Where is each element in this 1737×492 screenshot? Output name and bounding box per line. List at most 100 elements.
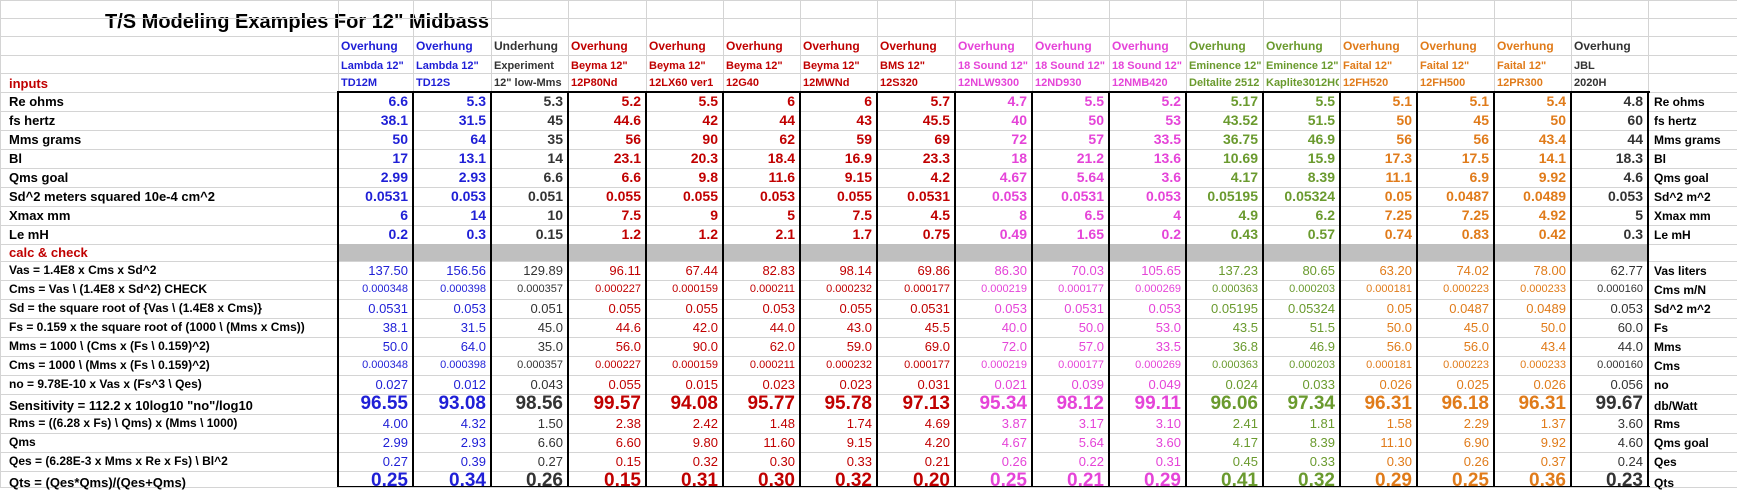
input-cell: 9.8 (698, 169, 718, 185)
input-cell: 5.3 (466, 93, 486, 109)
column-model-header: 12P80Nd (571, 77, 618, 89)
calc-cell: 0.26 (1463, 454, 1489, 469)
calc-cell: 64.0 (460, 339, 486, 354)
input-cell: 90 (702, 131, 718, 147)
calc-cell: 1.81 (1309, 416, 1335, 431)
input-cell: 56 (1396, 131, 1412, 147)
column-type-header: Overhung (803, 39, 860, 53)
calc-cell: 0.025 (1456, 377, 1489, 392)
calc-cell: 50.0 (1540, 320, 1566, 335)
calc-cell: 0.23 (1606, 470, 1643, 491)
column-border (1647, 91, 1649, 487)
calc-cell: 36.8 (1232, 339, 1258, 354)
calc-row-label: no = 9.78E-10 x Vas x (Fs^3 \ Qes) (9, 377, 202, 391)
calc-cell: 0.049 (1148, 377, 1181, 392)
calc-cell: 2.99 (382, 435, 408, 450)
calc-cell: 0.000363 (1212, 359, 1258, 371)
input-cell: 5.5 (698, 93, 718, 109)
column-model-header: 12G40 (726, 77, 760, 89)
calc-cell: 0.32 (692, 454, 718, 469)
input-row-unit: Bl (1654, 152, 1666, 166)
input-cell: 0.053 (759, 188, 795, 204)
calc-cell: 0.000177 (904, 359, 950, 371)
input-cell: 2.99 (380, 169, 408, 185)
calc-cell: 1.48 (769, 416, 795, 431)
calc-row-unit: no (1654, 378, 1669, 392)
calc-cell: 86.30 (994, 263, 1027, 278)
column-type-header: Overhung (726, 39, 783, 53)
column-brand-header: BMS 12" (880, 60, 925, 72)
column-model-header: 12FH500 (1420, 77, 1466, 89)
column-model-header: Deltalite 2512 (1189, 77, 1260, 89)
input-cell: 57 (1088, 131, 1104, 147)
calc-cell: 0.000227 (595, 283, 641, 295)
grid-row-line (0, 414, 1737, 415)
calc-cell: 35.0 (537, 339, 563, 354)
calc-cell: 44.6 (615, 320, 641, 335)
grid-row-line (0, 261, 1737, 262)
input-cell: 50 (1088, 112, 1104, 128)
calc-cell: 9.92 (1540, 435, 1566, 450)
input-row-unit: Le mH (1654, 228, 1691, 242)
calc-cell: 0.000219 (981, 283, 1027, 295)
calc-cell: 0.053 (453, 301, 486, 316)
calc-cell: 0.24 (1617, 454, 1643, 469)
input-cell: 64 (470, 131, 486, 147)
calc-cell: 96.31 (1518, 393, 1566, 414)
column-border (876, 91, 878, 487)
input-cell: 0.0487 (1446, 188, 1489, 204)
input-cell: 8 (1019, 207, 1027, 223)
calc-cell: 2.38 (615, 416, 641, 431)
column-brand-header: 18 Sound 12" (1035, 60, 1106, 72)
input-cell: 0.75 (922, 226, 950, 242)
input-cell: 0.055 (682, 188, 718, 204)
calc-cell: 0.21 (1067, 470, 1104, 491)
input-cell: 62 (779, 131, 795, 147)
calc-row-label: Qts = (Qes*Qms)/(Qes+Qms) (9, 475, 187, 490)
column-model-header: 12" low-Mms (494, 77, 562, 89)
calc-cell: 57.0 (1078, 339, 1104, 354)
input-cell: 6 (400, 207, 408, 223)
calc-cell: 6.60 (615, 435, 641, 450)
calc-cell: 0.000398 (440, 359, 486, 371)
input-cell: 21.2 (1076, 150, 1104, 166)
input-cell: 44.6 (613, 112, 641, 128)
calc-cell: 0.000348 (362, 359, 408, 371)
grid-row-line (0, 337, 1737, 338)
calc-cell: 45.5 (924, 320, 950, 335)
input-cell: 7.5 (621, 207, 641, 223)
input-cell: 8.39 (1307, 169, 1335, 185)
calc-cell: 0.000232 (826, 359, 872, 371)
input-row-unit: Mms grams (1654, 133, 1721, 147)
column-border (1570, 91, 1572, 487)
input-row-label: Qms goal (9, 170, 69, 185)
input-cell: 5.1 (1469, 93, 1489, 109)
input-cell: 7.25 (1461, 207, 1489, 223)
input-cell: 6 (787, 93, 795, 109)
input-cell: 1.65 (1076, 226, 1104, 242)
column-type-header: Overhung (880, 39, 937, 53)
input-cell: 4.6 (1623, 169, 1643, 185)
input-row-label: Le mH (9, 227, 49, 242)
input-cell: 11.6 (768, 169, 795, 185)
calc-cell: 0.033 (1302, 377, 1335, 392)
calc-cell: 3.17 (1078, 416, 1104, 431)
grid-row-line (0, 225, 1737, 226)
grid-row-line (0, 394, 1737, 395)
calc-cell: 56.0 (615, 339, 641, 354)
input-cell: 23.3 (922, 150, 950, 166)
calc-cell: 0.000181 (1366, 283, 1412, 295)
calc-cell: 80.65 (1302, 263, 1335, 278)
calc-cell: 0.37 (1540, 454, 1566, 469)
input-cell: 10 (547, 207, 563, 223)
input-cell: 9 (710, 207, 718, 223)
input-cell: 40 (1011, 112, 1027, 128)
column-model-header: 12PR300 (1497, 77, 1543, 89)
calc-cell: 2.93 (460, 435, 486, 450)
inputs-section-label: inputs (9, 76, 48, 91)
calc-cell: 62.77 (1610, 263, 1643, 278)
input-cell: 72 (1011, 131, 1027, 147)
input-cell: 6.2 (1315, 207, 1335, 223)
input-cell: 5.5 (1315, 93, 1335, 109)
input-cell: 6.9 (1469, 169, 1489, 185)
